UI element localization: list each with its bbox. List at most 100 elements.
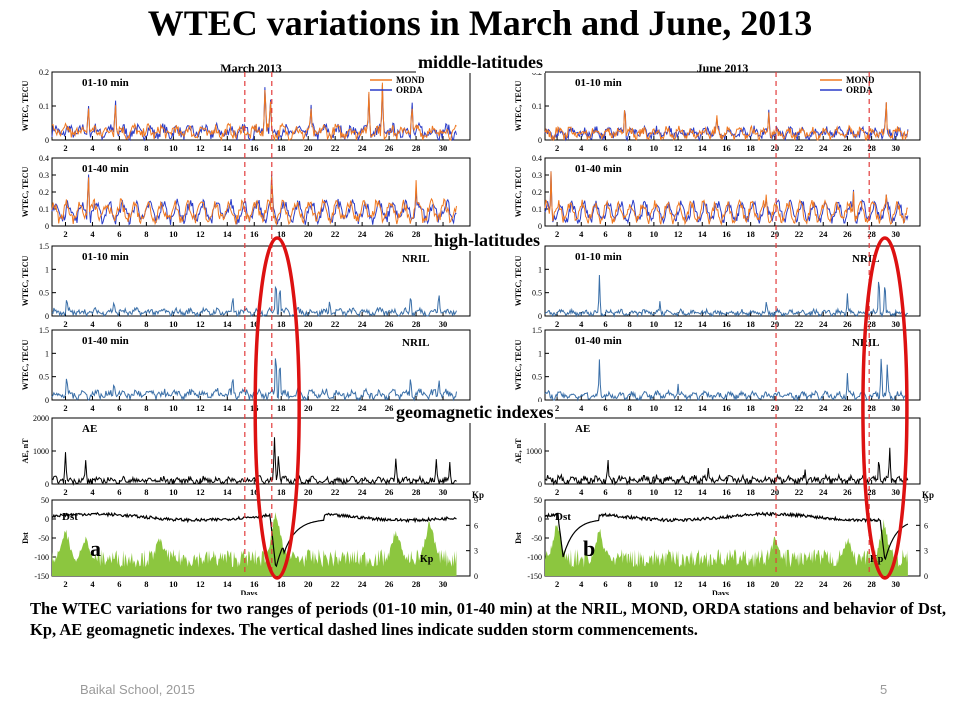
plot-frame [51, 417, 471, 485]
x-tick-label: 6 [603, 319, 607, 329]
x-tick-label: 6 [117, 143, 121, 153]
y-tick-label: 0 [45, 480, 49, 489]
plot-frame [544, 329, 921, 401]
y-tick-label: 0.2 [39, 188, 49, 197]
x-tick-label: 6 [603, 579, 607, 589]
x-tick-label: 16 [250, 487, 259, 497]
x-tick-label: 26 [385, 487, 394, 497]
x-tick-label: 20 [304, 143, 313, 153]
y-tick-label: 0 [45, 396, 49, 405]
x-tick-label: 2 [63, 487, 67, 497]
y-axis-label: Dst [21, 532, 30, 544]
x-tick-label: 14 [223, 403, 232, 413]
x-tick-label: 18 [277, 229, 286, 239]
y-tick-label: 0.1 [532, 205, 542, 214]
y-tick-label: 0.5 [532, 289, 542, 298]
x-tick-label: 22 [795, 487, 804, 497]
y-tick-label: 1.5 [39, 242, 49, 251]
y-tick-label: 0.2 [532, 188, 542, 197]
x-tick-label: 24 [819, 487, 828, 497]
x-tick-label: 16 [250, 143, 259, 153]
x-tick-label: 10 [650, 319, 659, 329]
x-tick-label: 8 [628, 143, 632, 153]
y-tick-label: 0.4 [39, 154, 49, 163]
x-tick-label: 14 [223, 319, 232, 329]
x-tick-label: 20 [771, 229, 780, 239]
x-tick-label: 14 [223, 487, 232, 497]
x-tick-label: 16 [250, 319, 259, 329]
x-tick-label: 10 [169, 229, 178, 239]
y-tick-label: 0.3 [39, 171, 49, 180]
chart-header-b: June 2013 [697, 61, 749, 75]
series-mond [51, 176, 457, 226]
x-tick-label: 6 [117, 319, 121, 329]
series-orda [51, 84, 457, 142]
x-tick-label: 4 [579, 319, 584, 329]
y-tick-label: -50 [38, 534, 49, 543]
y2-tick-label: 0 [924, 572, 928, 581]
x-tick-label: 16 [250, 229, 259, 239]
label-middle-latitudes: middle-latitudes [416, 52, 546, 73]
x-tick-label: 18 [746, 229, 755, 239]
x-tick-label: 12 [196, 403, 205, 413]
x-tick-label: 30 [892, 319, 901, 329]
series-nril [544, 274, 909, 318]
x-tick-label: 26 [385, 319, 394, 329]
x-tick-label: 20 [771, 319, 780, 329]
y-tick-label: 0.5 [39, 373, 49, 382]
series-orda [544, 171, 909, 225]
x-tick-label: 18 [746, 579, 755, 589]
x-tick-label: 2 [63, 403, 67, 413]
subplot-label: 01-10 min [575, 251, 622, 263]
y-axis-label: WTEC, TECU [514, 256, 523, 307]
y-tick-label: 1 [538, 349, 542, 358]
x-tick-label: 30 [892, 143, 901, 153]
x-tick-label: 8 [628, 229, 632, 239]
x-tick-label: 26 [385, 403, 394, 413]
slide-title: WTEC variations in March and June, 2013 [147, 3, 813, 43]
subplot-label: 01-40 min [82, 163, 129, 175]
x-tick-label: 4 [90, 403, 95, 413]
x-tick-label: 22 [331, 319, 340, 329]
y-tick-label: 1 [45, 265, 49, 274]
x-tick-label: 2 [63, 229, 67, 239]
chart-header-a: March 2013 [220, 61, 281, 75]
label-high-latitudes: high-latitudes [432, 230, 543, 251]
x-tick-label: 26 [385, 229, 394, 239]
x-tick-label: 28 [867, 487, 876, 497]
series-mond [51, 82, 457, 142]
x-tick-label: 12 [674, 403, 683, 413]
x-tick-label: 14 [698, 229, 707, 239]
y-tick-label: 2000 [33, 414, 49, 423]
x-tick-label: 6 [117, 579, 121, 589]
y-tick-label: 0 [538, 222, 542, 231]
x-tick-label: 28 [867, 579, 876, 589]
x-tick-label: 4 [90, 487, 95, 497]
x-tick-label: 10 [650, 403, 659, 413]
x-tick-label: 26 [843, 487, 852, 497]
x-tick-label: 18 [277, 143, 286, 153]
x-tick-label: 12 [674, 143, 683, 153]
x-tick-label: 22 [795, 403, 804, 413]
legend-label-nril: NRIL [402, 337, 430, 349]
x-tick-label: 20 [771, 487, 780, 497]
x-tick-label: 24 [819, 229, 828, 239]
x-tick-label: 6 [117, 487, 121, 497]
y-tick-label: 0 [538, 396, 542, 405]
y-tick-label: 0.5 [532, 373, 542, 382]
x-tick-label: 20 [304, 579, 313, 589]
x-tick-label: 12 [674, 319, 683, 329]
x-tick-label: 2 [63, 319, 67, 329]
y-tick-label: 0 [45, 312, 49, 321]
x-tick-label: 20 [771, 403, 780, 413]
plot-frame [544, 245, 921, 317]
y-tick-label: -100 [34, 553, 49, 562]
x-tick-label: 14 [223, 229, 232, 239]
y-axis-label: WTEC, TECU [21, 340, 30, 391]
y-tick-label: 0 [538, 136, 542, 145]
